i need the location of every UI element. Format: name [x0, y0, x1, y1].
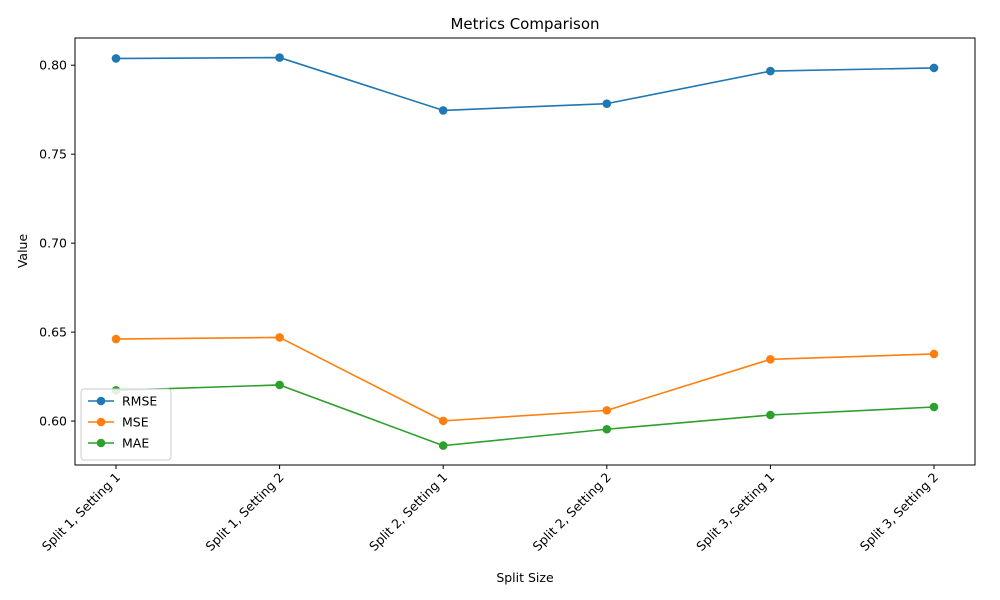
legend-label: MSE: [122, 415, 149, 430]
data-point: [602, 406, 612, 415]
series-line: [115, 56, 935, 112]
data-point: [275, 53, 284, 62]
legend-item: MAE: [88, 436, 149, 451]
y-axis-ticks: 0.60 0.65 0.70 0.75 0.80: [39, 58, 75, 429]
chart-title: Metrics Comparison: [450, 15, 599, 33]
y-tick-label: 0.65: [39, 325, 67, 340]
plot-background: [75, 38, 975, 465]
legend-label: RMSE: [122, 394, 157, 409]
data-point: [766, 66, 775, 76]
data-point: [111, 334, 121, 344]
data-point: [602, 424, 612, 434]
data-point: [438, 106, 448, 115]
legend-marker: [96, 396, 106, 406]
x-axis-label: Split Size: [496, 570, 554, 585]
data-point: [111, 54, 121, 63]
legend: RMSE MSE MAE: [80, 388, 172, 461]
y-tick-label: 0.80: [39, 58, 67, 73]
series-mse: [111, 333, 939, 426]
data-point: [438, 441, 448, 450]
plot-area: [75, 38, 975, 465]
data-point: [275, 380, 284, 390]
data-point: [929, 63, 939, 73]
data-point: [766, 410, 775, 420]
data-point: [438, 416, 448, 426]
data-point: [929, 402, 939, 412]
legend-label: MAE: [122, 436, 149, 451]
data-point: [275, 333, 284, 342]
y-tick-label: 0.70: [39, 236, 67, 251]
data-point: [766, 355, 775, 364]
data-point: [602, 99, 612, 108]
series-layer: [111, 53, 939, 450]
y-tick-label: 0.75: [39, 147, 67, 162]
legend-marker: [96, 417, 106, 427]
y-tick-label: 0.60: [39, 414, 67, 429]
legend-marker: [96, 438, 106, 448]
series-line: [115, 384, 935, 447]
legend-item: MSE: [88, 415, 149, 430]
data-point: [929, 349, 939, 359]
series-line: [115, 336, 935, 422]
legend-item: RMSE: [88, 394, 157, 409]
series-rmse: [111, 53, 939, 115]
plot-frame: [74, 37, 976, 466]
y-axis-label: Value: [15, 234, 30, 269]
